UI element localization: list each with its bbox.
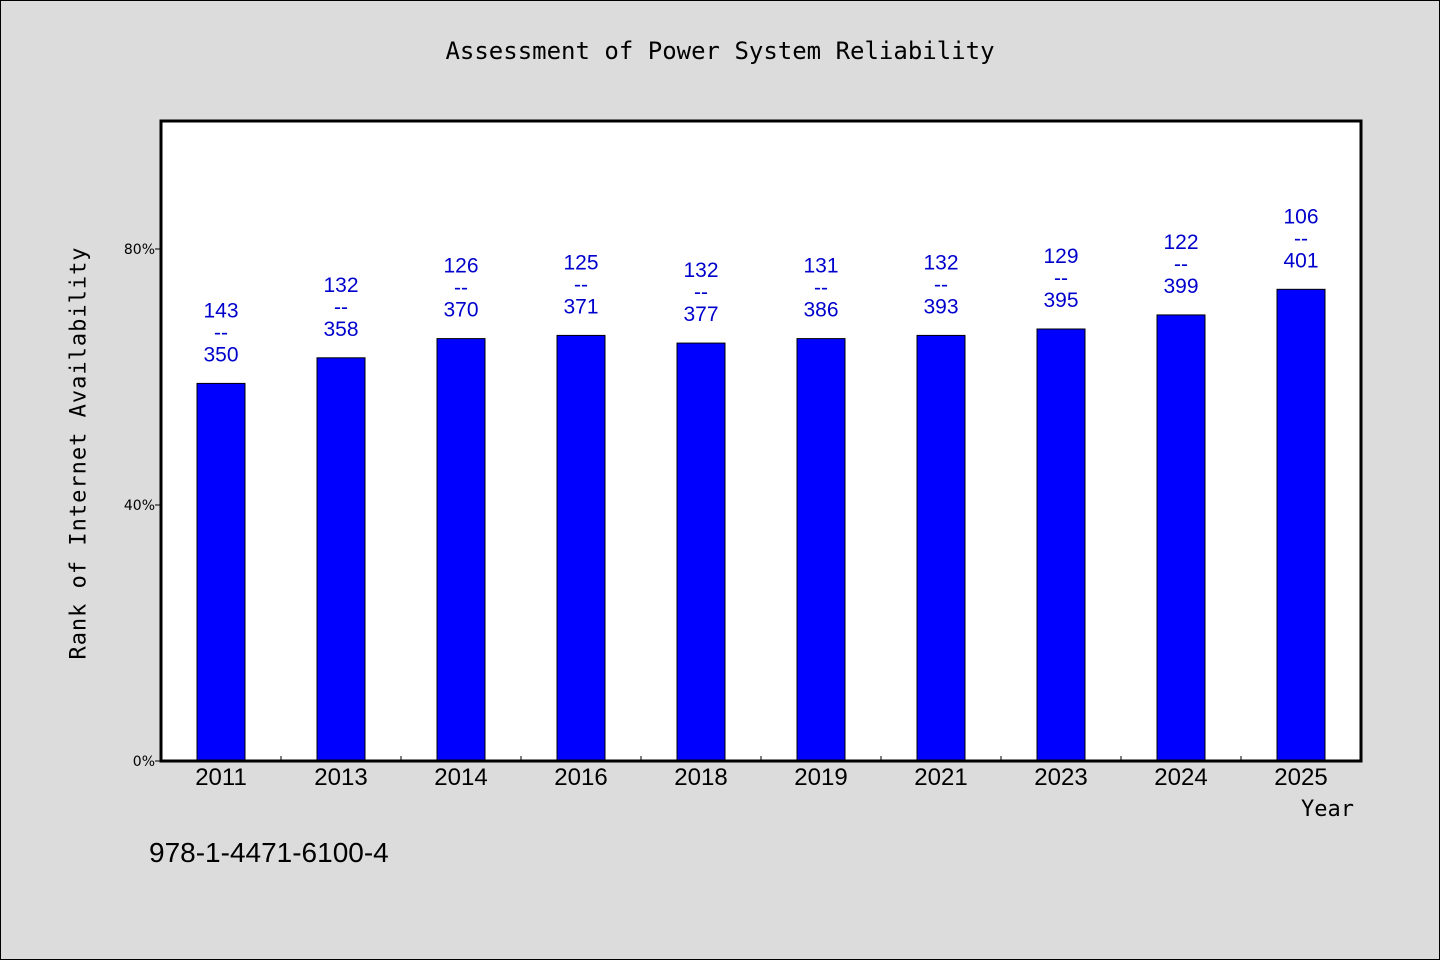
data-label-total: 350 xyxy=(203,343,238,366)
data-label-rank: 132 xyxy=(683,259,718,282)
data-label-total: 395 xyxy=(1043,289,1078,312)
bar xyxy=(556,334,606,762)
data-label-separator: -- xyxy=(574,273,588,296)
bar xyxy=(1156,314,1206,762)
data-label-separator: -- xyxy=(334,296,348,319)
x-tick-label: 2013 xyxy=(314,764,367,791)
bar xyxy=(676,342,726,762)
data-label-rank: 143 xyxy=(203,299,238,322)
bar xyxy=(436,338,486,762)
data-label-separator: -- xyxy=(1294,227,1308,250)
x-tick-label: 2014 xyxy=(434,764,487,791)
data-label-total: 377 xyxy=(683,303,718,326)
plot-frame xyxy=(159,119,1363,763)
data-label-separator: -- xyxy=(694,281,708,304)
bar xyxy=(796,338,846,762)
data-label-separator: -- xyxy=(1174,253,1188,276)
bar xyxy=(916,334,966,762)
data-label-total: 401 xyxy=(1283,249,1318,272)
data-label-separator: -- xyxy=(934,273,948,296)
data-label-total: 371 xyxy=(563,295,598,318)
x-tick-label: 2011 xyxy=(195,764,247,791)
data-label-rank: 106 xyxy=(1283,205,1318,228)
y-tick-label: 0% xyxy=(133,754,155,770)
data-label-total: 393 xyxy=(923,295,958,318)
data-label-total: 370 xyxy=(443,299,478,322)
x-tick-label: 2021 xyxy=(914,764,967,791)
isbn-footer: 978-1-4471-6100-4 xyxy=(149,837,389,868)
data-label-rank: 132 xyxy=(923,251,958,274)
data-label-separator: -- xyxy=(814,277,828,300)
chart-title: Assessment of Power System Reliability xyxy=(445,37,995,65)
data-label-rank: 126 xyxy=(443,255,478,278)
bar xyxy=(1276,288,1326,762)
data-label-total: 386 xyxy=(803,299,838,322)
data-label-total: 358 xyxy=(323,318,358,341)
data-label-rank: 132 xyxy=(323,274,358,297)
data-label-rank: 131 xyxy=(803,255,838,278)
bar xyxy=(316,357,366,762)
x-tick-label: 2016 xyxy=(554,764,607,791)
x-tick-label: 2023 xyxy=(1034,764,1087,791)
x-tick-label: 2018 xyxy=(674,764,727,791)
y-tick-label: 80% xyxy=(124,242,155,258)
data-label-rank: 129 xyxy=(1043,245,1078,268)
data-label-separator: -- xyxy=(454,277,468,300)
x-tick-label: 2025 xyxy=(1274,764,1327,791)
x-tick-label: 2024 xyxy=(1154,764,1207,791)
y-tick-label: 40% xyxy=(124,498,155,514)
data-label-separator: -- xyxy=(214,321,228,344)
x-tick-label: 2019 xyxy=(794,764,847,791)
data-label-separator: -- xyxy=(1054,267,1068,290)
data-label-total: 399 xyxy=(1163,275,1198,298)
x-axis-label: Year xyxy=(1301,797,1354,822)
bar xyxy=(196,382,246,762)
data-label-rank: 122 xyxy=(1163,231,1198,254)
data-label-rank: 125 xyxy=(563,251,598,274)
bar xyxy=(1036,328,1086,762)
